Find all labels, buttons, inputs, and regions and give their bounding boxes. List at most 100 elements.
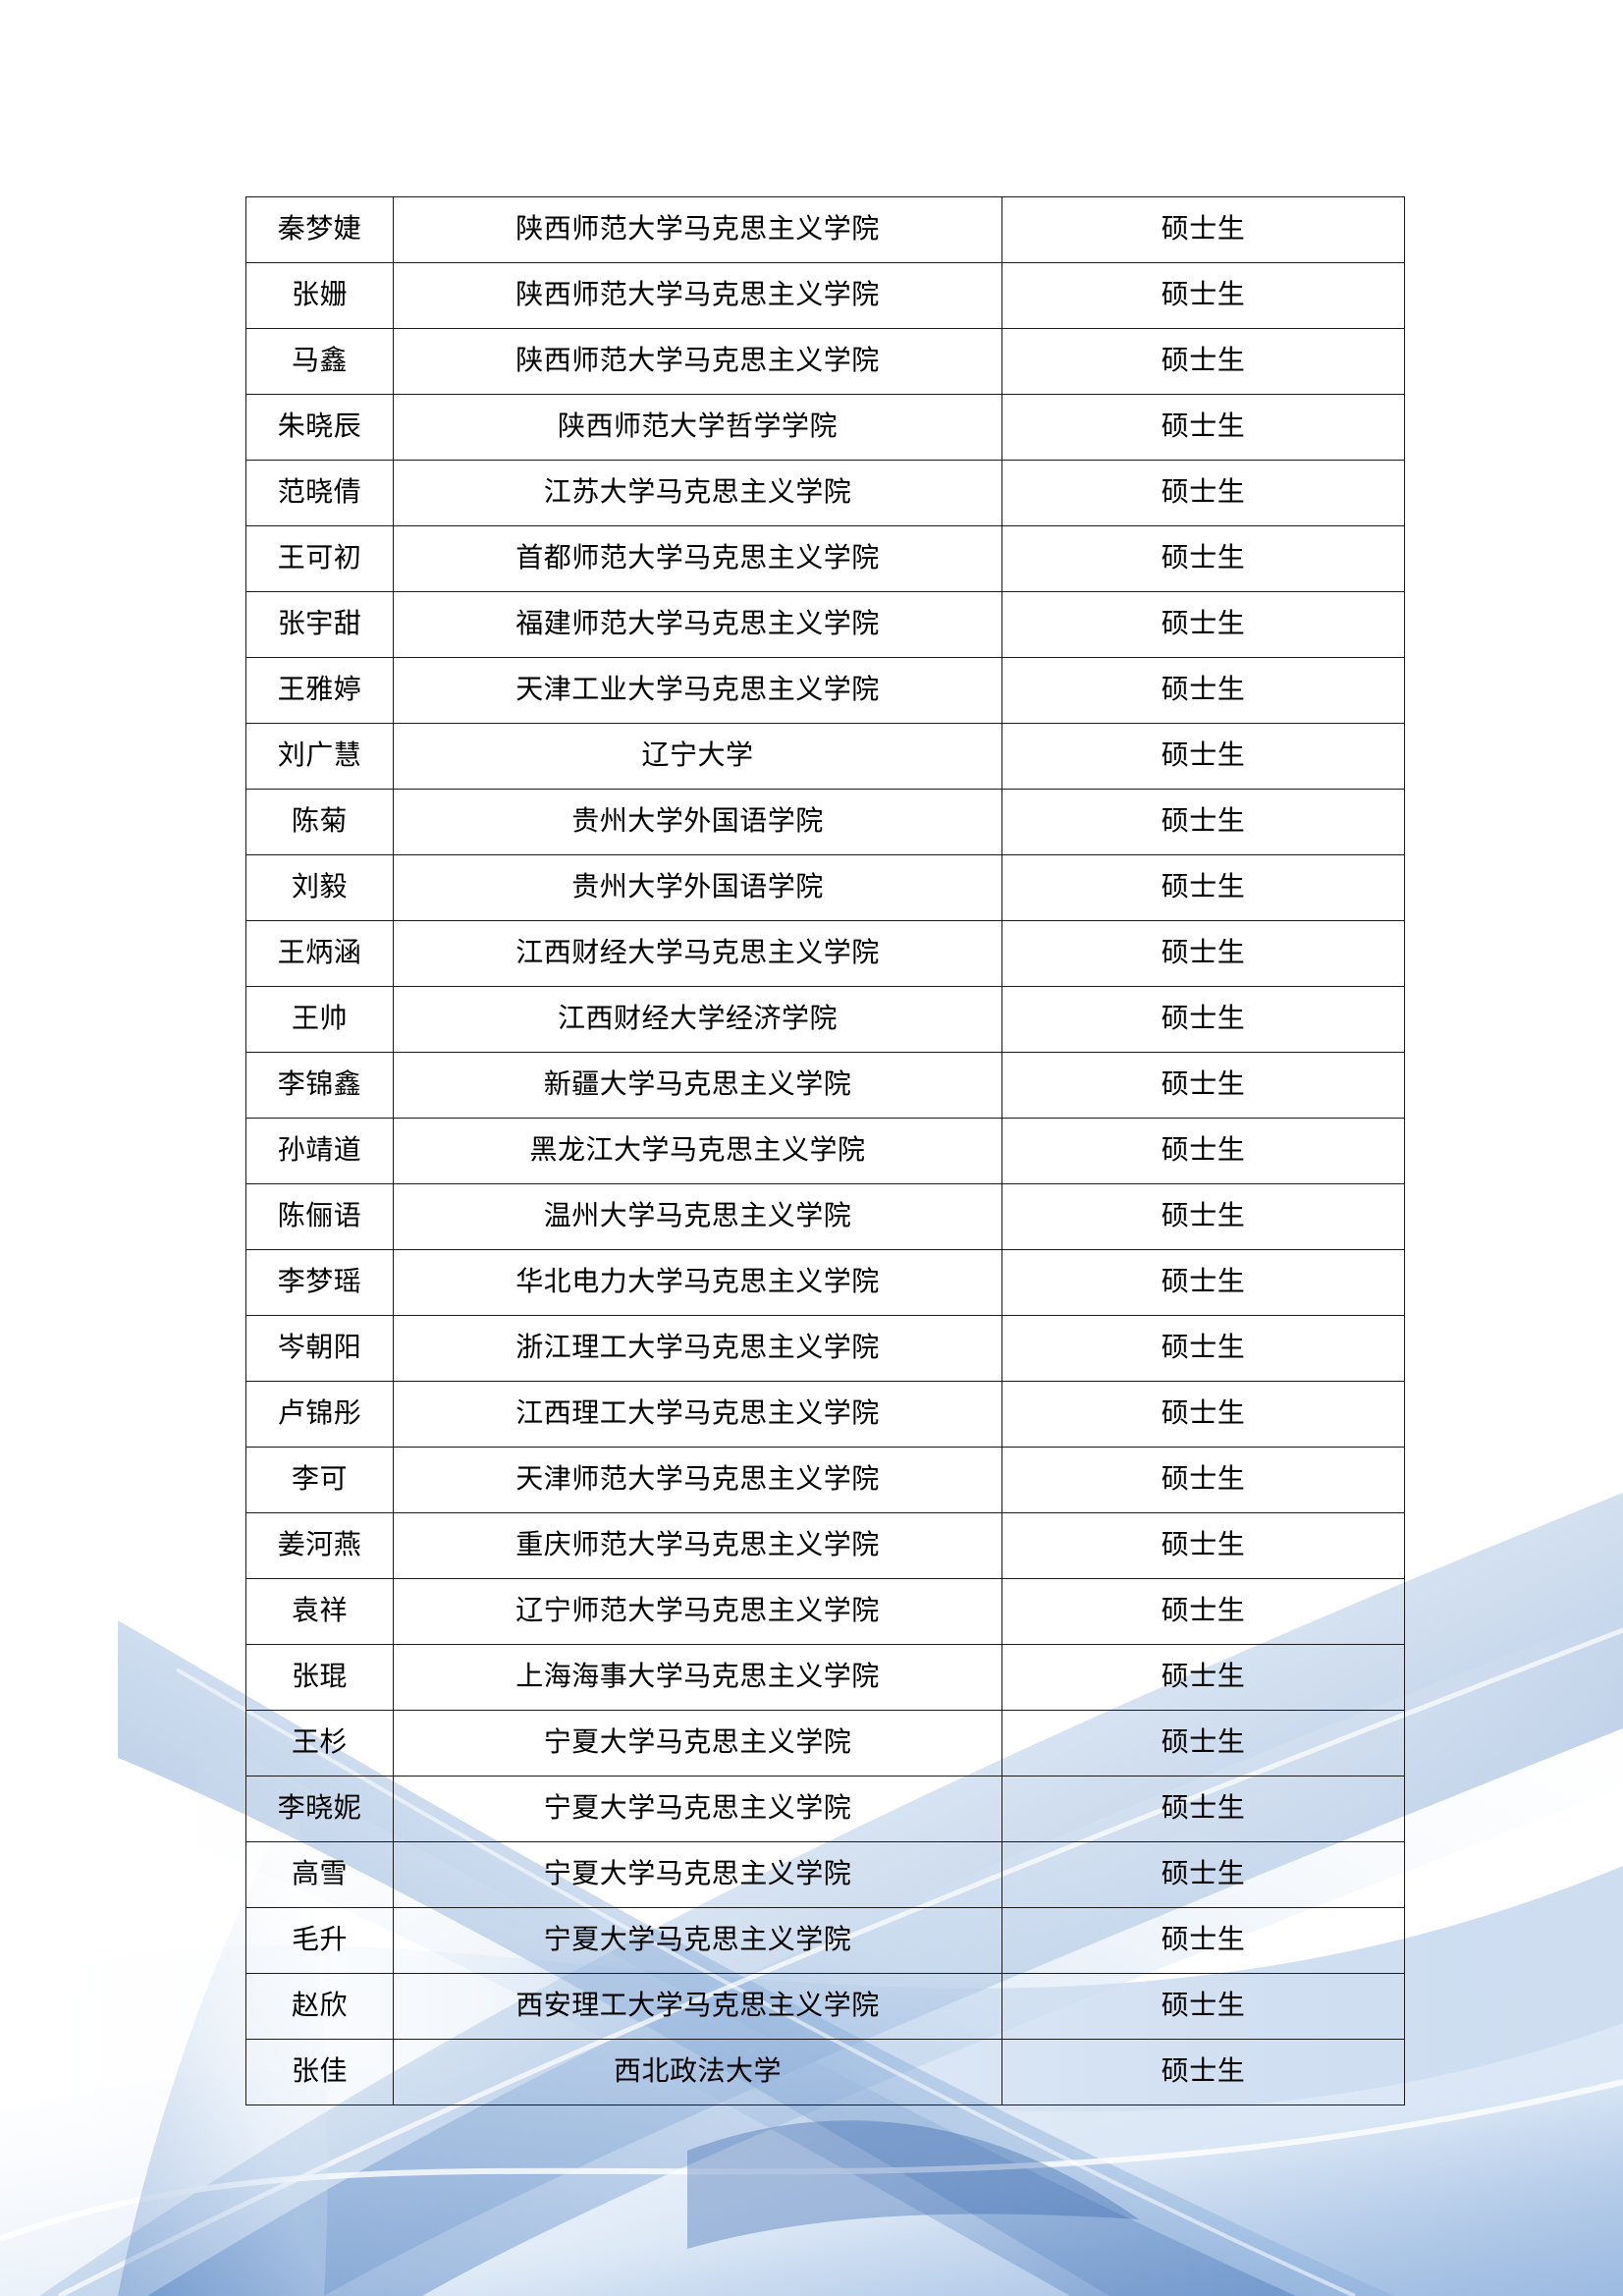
cell-organization: 贵州大学外国语学院 <box>393 789 1002 855</box>
cell-organization: 新疆大学马克思主义学院 <box>393 1052 1002 1119</box>
table-row: 岑朝阳 浙江理工大学马克思主义学院 硕士生 <box>245 1315 1405 1382</box>
cell-level: 硕士生 <box>1001 262 1405 329</box>
cell-organization: 宁夏大学马克思主义学院 <box>393 1776 1002 1842</box>
cell-level: 硕士生 <box>1001 1973 1405 2040</box>
table-row: 孙靖道 黑龙江大学马克思主义学院 硕士生 <box>245 1118 1405 1184</box>
cell-name: 李梦瑶 <box>245 1249 394 1316</box>
cell-name: 张宇甜 <box>245 591 394 658</box>
table-row: 朱晓辰 陕西师范大学哲学学院 硕士生 <box>245 394 1405 461</box>
cell-level: 硕士生 <box>1001 1578 1405 1645</box>
cell-name: 卢锦彤 <box>245 1381 394 1448</box>
cell-organization: 浙江理工大学马克思主义学院 <box>393 1315 1002 1382</box>
table-row: 王可初 首都师范大学马克思主义学院 硕士生 <box>245 525 1405 592</box>
cell-name: 李可 <box>245 1447 394 1513</box>
cell-organization: 宁夏大学马克思主义学院 <box>393 1907 1002 1974</box>
cell-name: 赵欣 <box>245 1973 394 2040</box>
cell-name: 王炳涵 <box>245 920 394 987</box>
cell-organization: 天津师范大学马克思主义学院 <box>393 1447 1002 1513</box>
cell-organization: 天津工业大学马克思主义学院 <box>393 657 1002 724</box>
cell-organization: 上海海事大学马克思主义学院 <box>393 1644 1002 1711</box>
cell-name: 陈菊 <box>245 789 394 855</box>
cell-level: 硕士生 <box>1001 1249 1405 1316</box>
cell-organization: 辽宁师范大学马克思主义学院 <box>393 1578 1002 1645</box>
cell-name: 岑朝阳 <box>245 1315 394 1382</box>
cell-level: 硕士生 <box>1001 920 1405 987</box>
table-row: 陈菊 贵州大学外国语学院 硕士生 <box>245 789 1405 855</box>
cell-organization: 重庆师范大学马克思主义学院 <box>393 1512 1002 1579</box>
table-row: 李可 天津师范大学马克思主义学院 硕士生 <box>245 1447 1405 1513</box>
cell-level: 硕士生 <box>1001 1315 1405 1382</box>
cell-organization: 江西财经大学经济学院 <box>393 986 1002 1053</box>
cell-level: 硕士生 <box>1001 1907 1405 1974</box>
table-row: 陈俪语 温州大学马克思主义学院 硕士生 <box>245 1183 1405 1250</box>
table-row: 李晓妮 宁夏大学马克思主义学院 硕士生 <box>245 1776 1405 1842</box>
cell-level: 硕士生 <box>1001 328 1405 395</box>
cell-organization: 首都师范大学马克思主义学院 <box>393 525 1002 592</box>
cell-organization: 江西理工大学马克思主义学院 <box>393 1381 1002 1448</box>
cell-name: 孙靖道 <box>245 1118 394 1184</box>
cell-level: 硕士生 <box>1001 1841 1405 1908</box>
cell-name: 刘毅 <box>245 854 394 921</box>
cell-organization: 陕西师范大学马克思主义学院 <box>393 328 1002 395</box>
cell-level: 硕士生 <box>1001 1118 1405 1184</box>
cell-level: 硕士生 <box>1001 591 1405 658</box>
cell-name: 袁祥 <box>245 1578 394 1645</box>
cell-level: 硕士生 <box>1001 986 1405 1053</box>
cell-level: 硕士生 <box>1001 1052 1405 1119</box>
table-row: 王帅 江西财经大学经济学院 硕士生 <box>245 986 1405 1053</box>
table-row: 李梦瑶 华北电力大学马克思主义学院 硕士生 <box>245 1249 1405 1316</box>
cell-level: 硕士生 <box>1001 196 1405 263</box>
cell-level: 硕士生 <box>1001 1381 1405 1448</box>
cell-organization: 陕西师范大学哲学学院 <box>393 394 1002 461</box>
cell-name: 李晓妮 <box>245 1776 394 1842</box>
cell-name: 马鑫 <box>245 328 394 395</box>
cell-organization: 辽宁大学 <box>393 723 1002 790</box>
cell-organization: 江西财经大学马克思主义学院 <box>393 920 1002 987</box>
table-row: 袁祥 辽宁师范大学马克思主义学院 硕士生 <box>245 1578 1405 1645</box>
cell-organization: 陕西师范大学马克思主义学院 <box>393 196 1002 263</box>
table-row: 高雪 宁夏大学马克思主义学院 硕士生 <box>245 1841 1405 1908</box>
cell-organization: 宁夏大学马克思主义学院 <box>393 1841 1002 1908</box>
cell-name: 王可初 <box>245 525 394 592</box>
cell-level: 硕士生 <box>1001 1644 1405 1711</box>
cell-name: 王雅婷 <box>245 657 394 724</box>
cell-level: 硕士生 <box>1001 789 1405 855</box>
cell-organization: 江苏大学马克思主义学院 <box>393 460 1002 526</box>
cell-level: 硕士生 <box>1001 1710 1405 1777</box>
cell-name: 王杉 <box>245 1710 394 1777</box>
cell-organization: 西安理工大学马克思主义学院 <box>393 1973 1002 2040</box>
cell-name: 张琨 <box>245 1644 394 1711</box>
cell-organization: 宁夏大学马克思主义学院 <box>393 1710 1002 1777</box>
table-row: 刘毅 贵州大学外国语学院 硕士生 <box>245 854 1405 921</box>
table-row: 张姗 陕西师范大学马克思主义学院 硕士生 <box>245 262 1405 329</box>
cell-level: 硕士生 <box>1001 657 1405 724</box>
cell-level: 硕士生 <box>1001 854 1405 921</box>
table-row: 毛升 宁夏大学马克思主义学院 硕士生 <box>245 1907 1405 1974</box>
cell-level: 硕士生 <box>1001 1447 1405 1513</box>
table-row: 张佳 西北政法大学 硕士生 <box>245 2039 1405 2105</box>
table-row: 赵欣 西安理工大学马克思主义学院 硕士生 <box>245 1973 1405 2040</box>
cell-name: 刘广慧 <box>245 723 394 790</box>
cell-organization: 陕西师范大学马克思主义学院 <box>393 262 1002 329</box>
table-row: 马鑫 陕西师范大学马克思主义学院 硕士生 <box>245 328 1405 395</box>
cell-name: 王帅 <box>245 986 394 1053</box>
table-row: 李锦鑫 新疆大学马克思主义学院 硕士生 <box>245 1052 1405 1119</box>
table-row: 王杉 宁夏大学马克思主义学院 硕士生 <box>245 1710 1405 1777</box>
cell-name: 高雪 <box>245 1841 394 1908</box>
cell-level: 硕士生 <box>1001 1776 1405 1842</box>
roster-table: 秦梦婕 陕西师范大学马克思主义学院 硕士生 张姗 陕西师范大学马克思主义学院 硕… <box>245 196 1405 2105</box>
cell-name: 姜河燕 <box>245 1512 394 1579</box>
cell-level: 硕士生 <box>1001 1183 1405 1250</box>
table-row: 张琨 上海海事大学马克思主义学院 硕士生 <box>245 1644 1405 1711</box>
cell-name: 秦梦婕 <box>245 196 394 263</box>
cell-organization: 黑龙江大学马克思主义学院 <box>393 1118 1002 1184</box>
cell-name: 张佳 <box>245 2039 394 2105</box>
cell-organization: 福建师范大学马克思主义学院 <box>393 591 1002 658</box>
table-row: 张宇甜 福建师范大学马克思主义学院 硕士生 <box>245 591 1405 658</box>
table-row: 姜河燕 重庆师范大学马克思主义学院 硕士生 <box>245 1512 1405 1579</box>
cell-level: 硕士生 <box>1001 1512 1405 1579</box>
table-row: 秦梦婕 陕西师范大学马克思主义学院 硕士生 <box>245 196 1405 263</box>
cell-level: 硕士生 <box>1001 460 1405 526</box>
cell-name: 毛升 <box>245 1907 394 1974</box>
